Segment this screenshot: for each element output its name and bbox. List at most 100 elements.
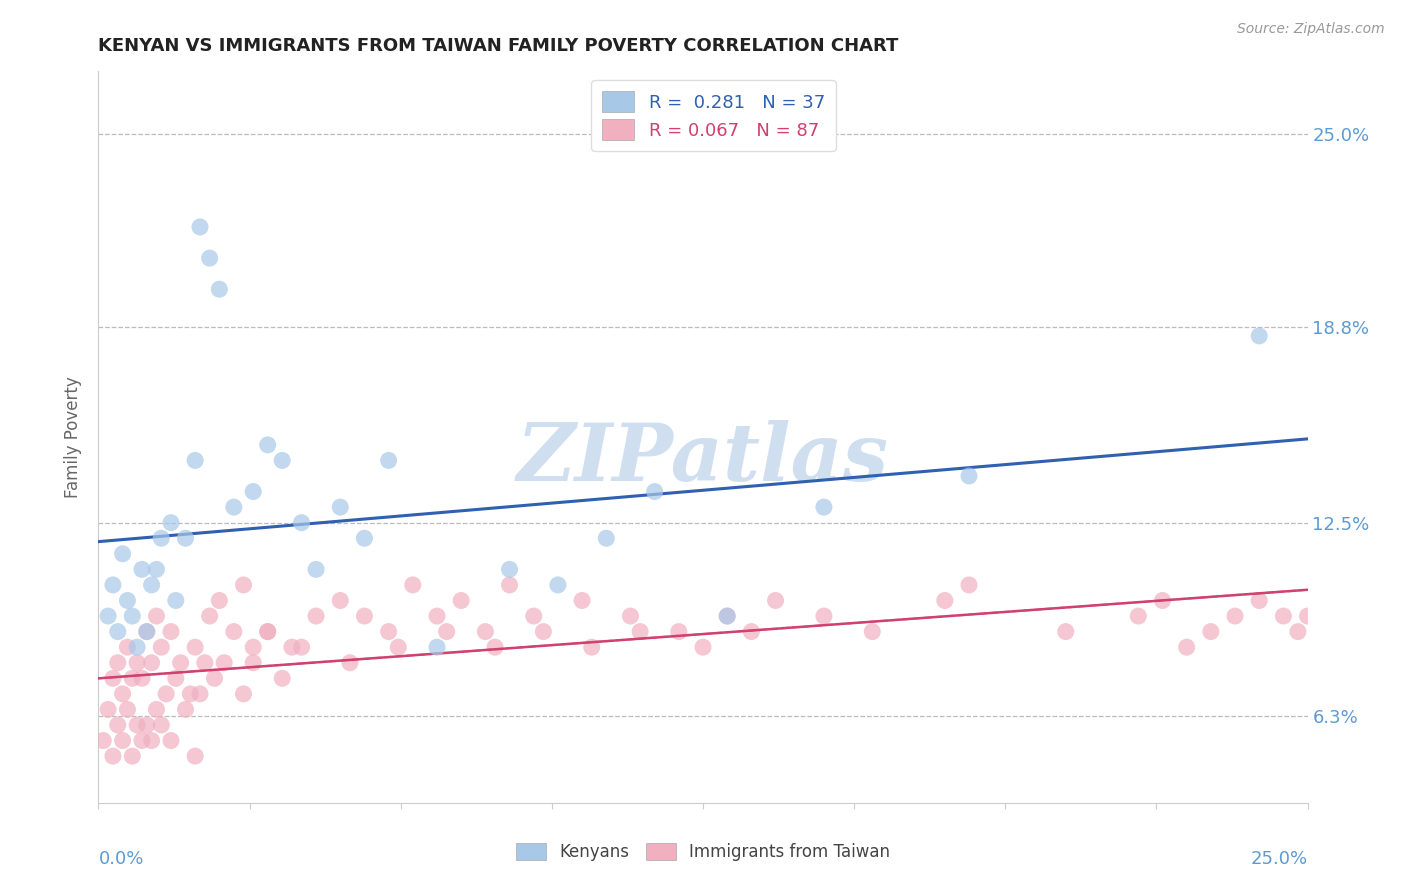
Point [523,609,546,624]
Point [426,609,449,624]
Point [644,484,666,499]
Point [198,251,221,265]
Point [256,438,278,452]
Point [531,624,554,639]
Point [290,640,312,655]
Point [222,500,245,515]
Text: 0.0%: 0.0% [98,850,143,868]
Text: Source: ZipAtlas.com: Source: ZipAtlas.com [1237,22,1385,37]
Point [290,516,312,530]
Point [111,687,134,701]
Point [135,624,157,639]
Point [242,656,264,670]
Point [212,656,235,670]
Point [117,702,139,716]
Point [107,718,129,732]
Point [484,640,506,655]
Point [1223,609,1246,624]
Point [111,733,134,747]
Point [1296,609,1319,624]
Point [174,702,197,716]
Point [1199,624,1222,639]
Point [150,531,173,545]
Point [957,578,980,592]
Point [353,609,375,624]
Point [222,624,245,639]
Point [204,671,226,685]
Point [595,531,617,545]
Point [150,718,173,732]
Point [127,656,149,670]
Point [131,671,153,685]
Point [813,609,835,624]
Point [498,578,520,592]
Point [174,531,197,545]
Point [111,547,134,561]
Point [305,609,328,624]
Point [740,624,762,639]
Point [121,749,143,764]
Point [121,671,143,685]
Point [242,484,264,499]
Point [242,640,264,655]
Point [281,640,304,655]
Point [628,624,651,639]
Point [329,593,352,607]
Point [198,609,221,624]
Point [716,609,738,624]
Point [498,562,520,576]
Point [339,656,361,670]
Point [179,687,201,701]
Point [716,609,738,624]
Point [184,453,207,467]
Point [232,687,254,701]
Point [208,282,231,296]
Point [145,609,167,624]
Point [160,733,183,747]
Point [692,640,714,655]
Point [101,578,124,592]
Point [141,656,163,670]
Point [121,609,143,624]
Point [145,702,167,716]
Point [387,640,409,655]
Point [232,578,254,592]
Point [402,578,425,592]
Point [377,624,399,639]
Point [934,593,956,607]
Legend: Kenyans, Immigrants from Taiwan: Kenyans, Immigrants from Taiwan [509,836,897,868]
Point [668,624,690,639]
Point [117,640,139,655]
Point [271,453,294,467]
Point [141,733,163,747]
Point [271,671,294,685]
Point [547,578,569,592]
Point [619,609,641,624]
Point [860,624,883,639]
Point [571,593,593,607]
Point [305,562,328,576]
Point [184,640,207,655]
Point [165,671,187,685]
Point [117,593,139,607]
Point [97,609,120,624]
Point [150,640,173,655]
Point [1272,609,1295,624]
Point [135,718,157,732]
Point [97,702,120,716]
Point [1249,593,1271,607]
Point [1286,624,1309,639]
Point [169,656,191,670]
Point [1054,624,1077,639]
Text: KENYAN VS IMMIGRANTS FROM TAIWAN FAMILY POVERTY CORRELATION CHART: KENYAN VS IMMIGRANTS FROM TAIWAN FAMILY … [98,37,898,54]
Point [141,578,163,592]
Point [107,656,129,670]
Point [426,640,449,655]
Point [194,656,217,670]
Point [1128,609,1150,624]
Point [155,687,177,701]
Point [353,531,375,545]
Point [160,516,183,530]
Point [127,640,149,655]
Point [131,562,153,576]
